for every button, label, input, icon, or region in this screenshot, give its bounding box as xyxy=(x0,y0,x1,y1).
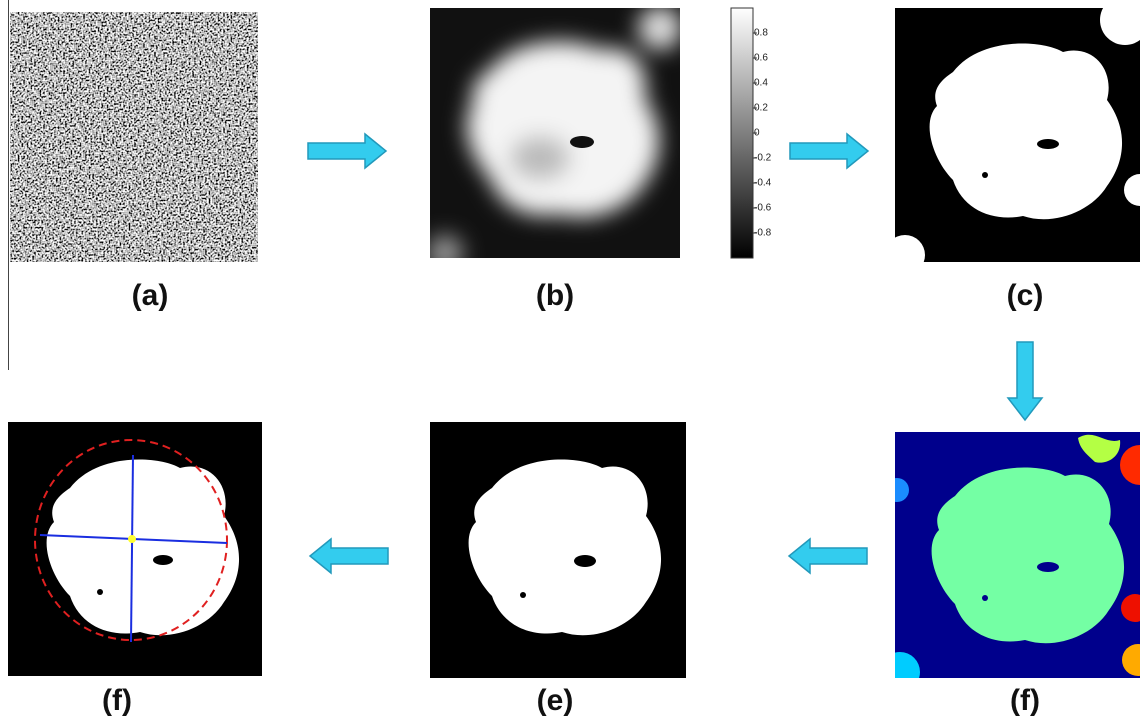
panel-c-image xyxy=(885,0,1140,275)
colorbar-tick-label: 0.2 xyxy=(754,103,768,114)
shape xyxy=(570,136,594,148)
shape xyxy=(510,136,570,180)
panel-label: (e) xyxy=(537,684,574,717)
colorbar-tick-label: 0.8 xyxy=(754,28,768,39)
shape xyxy=(427,235,463,271)
shape xyxy=(153,555,173,565)
arrow-down xyxy=(1008,342,1042,420)
page: 0.8 0.6 0.4 0.2 0 -0.2 -0.4 -0.6 -0.8 xyxy=(0,0,1140,719)
shape xyxy=(731,8,753,258)
shape xyxy=(97,589,103,595)
colorbar-tick-label: -0.4 xyxy=(754,178,772,189)
arrow-left xyxy=(310,539,388,573)
panel-f-result-image xyxy=(8,422,262,676)
panel-label: (f) xyxy=(102,684,132,717)
panel-label: (f) xyxy=(1010,684,1040,717)
shape xyxy=(10,12,258,262)
panel-a-image xyxy=(10,12,258,262)
panel-f-labeled-image xyxy=(880,432,1140,692)
panel-label: (b) xyxy=(536,279,574,312)
panel-e-image xyxy=(430,422,686,678)
shape xyxy=(574,555,596,567)
shape xyxy=(880,652,920,692)
colorbar: 0.8 0.6 0.4 0.2 0 -0.2 -0.4 -0.6 -0.8 xyxy=(731,8,772,258)
shape xyxy=(885,478,909,502)
colorbar-tick-label: 0.4 xyxy=(754,78,768,89)
shape xyxy=(427,6,682,271)
arrow-right xyxy=(308,134,386,168)
shape xyxy=(982,172,988,178)
arrow-right xyxy=(790,134,868,168)
shape xyxy=(1037,562,1059,572)
shape xyxy=(638,6,682,50)
panel-label: (a) xyxy=(132,279,169,312)
colorbar-tick-label: -0.8 xyxy=(754,228,772,239)
colorbar-tick-label: 0 xyxy=(754,128,760,139)
colorbar-tick-label: 0.6 xyxy=(754,53,768,64)
shape xyxy=(520,592,526,598)
shape xyxy=(885,0,1140,275)
panel-b-image xyxy=(427,6,682,271)
shape xyxy=(982,595,988,601)
shape xyxy=(1037,139,1059,149)
shape xyxy=(880,432,1140,692)
shape xyxy=(885,235,925,275)
colorbar-tick-label: -0.2 xyxy=(754,153,772,164)
arrow-left xyxy=(789,539,867,573)
shape xyxy=(128,535,136,543)
panel-label: (c) xyxy=(1007,279,1044,312)
figure: 0.8 0.6 0.4 0.2 0 -0.2 -0.4 -0.6 -0.8 xyxy=(0,0,1140,719)
colorbar-tick-label: -0.6 xyxy=(754,203,772,214)
